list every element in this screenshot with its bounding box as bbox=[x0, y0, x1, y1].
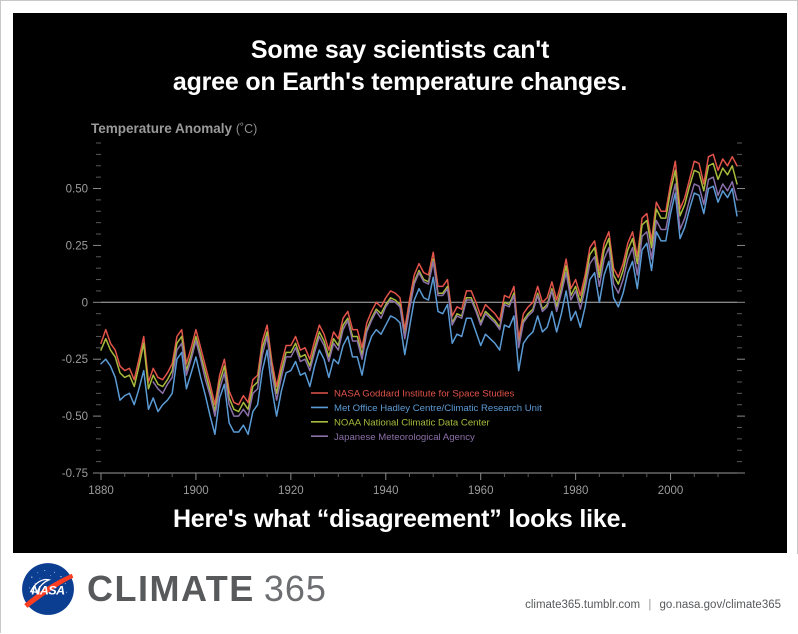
footer: NASA CLIMATE 365 climate365.tumblr.com |… bbox=[1, 554, 798, 634]
footer-urls: climate365.tumblr.com | go.nasa.gov/clim… bbox=[525, 599, 781, 611]
url-gonasa[interactable]: go.nasa.gov/climate365 bbox=[659, 599, 781, 611]
y-tick-label: -0.25 bbox=[62, 354, 88, 366]
temperature-anomaly-chart: Temperature Anomaly (˚C) 0.50 0.25 0 -0.25 -… bbox=[13, 113, 787, 503]
x-tick-label: 1880 bbox=[88, 485, 114, 497]
url-tumblr[interactable]: climate365.tumblr.com bbox=[525, 599, 641, 611]
y-tick-label: 0.50 bbox=[66, 184, 88, 196]
brand-365-word: 365 bbox=[263, 568, 327, 609]
nasa-insignia-icon: NASA bbox=[22, 563, 74, 615]
series-line bbox=[152, 176, 738, 417]
y-axis-title: Temperature Anomaly (˚C) bbox=[91, 121, 257, 136]
series-line bbox=[100, 162, 738, 413]
headline-line-1: Some say scientists can't bbox=[250, 36, 550, 64]
legend-label: NASA Goddard Institute for Space Studies bbox=[334, 389, 514, 400]
legend-label: Met Office Hadley Centre/Climatic Resear… bbox=[334, 403, 542, 414]
series-line bbox=[100, 185, 738, 436]
y-axis-title-text: Temperature Anomaly bbox=[91, 121, 233, 136]
chart-panel: Some say scientists can't agree on Earth… bbox=[13, 13, 787, 553]
x-tick-label: 1900 bbox=[183, 485, 209, 497]
x-tick-label: 2000 bbox=[658, 485, 684, 497]
x-tick-label: 1920 bbox=[278, 485, 304, 497]
headline-line-2: agree on Earth's temperature changes. bbox=[172, 67, 628, 96]
headline: Some say scientists can't agree on Earth… bbox=[13, 35, 787, 98]
caption: Here's what “disagreement” looks like. bbox=[172, 505, 628, 533]
legend-label: NOAA National Climatic Data Center bbox=[334, 417, 490, 428]
brand-text: CLIMATE 365 bbox=[87, 568, 327, 610]
x-tick-label: 1960 bbox=[468, 485, 494, 497]
brand-lockup: NASA CLIMATE 365 bbox=[21, 562, 327, 616]
legend-label: Japanese Meteorological Agency bbox=[334, 432, 475, 443]
y-tick-label: -0.50 bbox=[62, 411, 88, 423]
url-separator: | bbox=[648, 599, 652, 611]
x-tick-label: 1940 bbox=[373, 485, 399, 497]
x-tick-label: 1980 bbox=[563, 485, 589, 497]
series-line bbox=[100, 153, 738, 406]
brand-climate-word: CLIMATE bbox=[87, 568, 255, 609]
y-axis-unit: (˚C) bbox=[235, 122, 258, 136]
svg-text:NASA: NASA bbox=[32, 583, 66, 597]
y-tick-label: -0.75 bbox=[62, 468, 88, 480]
y-tick-label: 0 bbox=[82, 297, 88, 309]
y-tick-label: 0.25 bbox=[66, 240, 88, 252]
